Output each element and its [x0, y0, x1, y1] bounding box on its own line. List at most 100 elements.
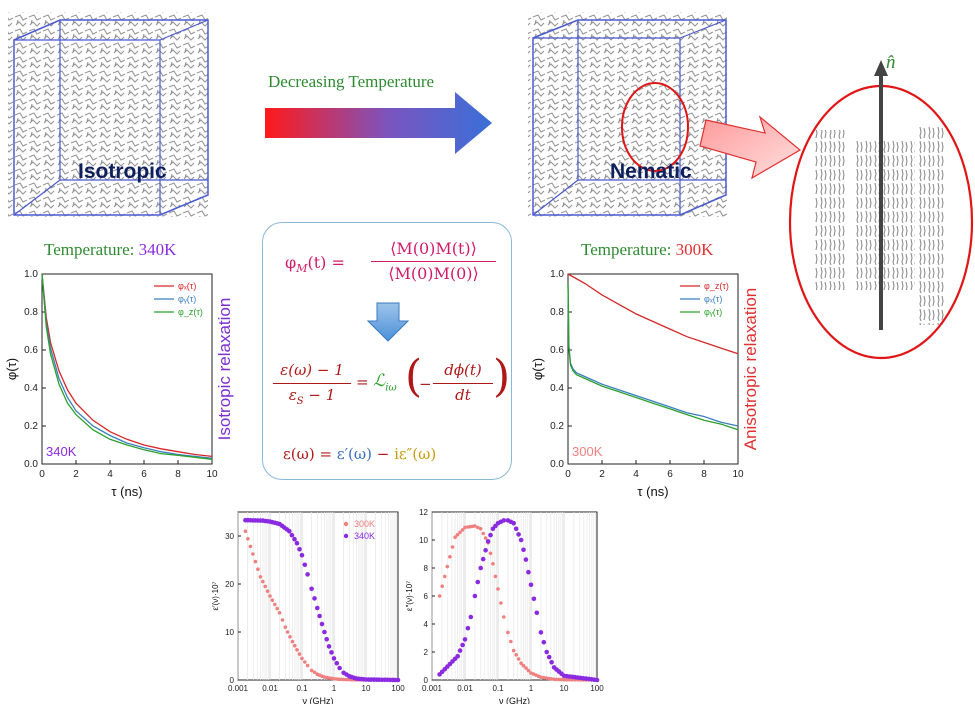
- data-point: [521, 547, 526, 553]
- data-point: [303, 660, 307, 664]
- y-tick-label: 0.2: [24, 421, 38, 432]
- y-tick-label: 6: [424, 592, 429, 601]
- data-point: [485, 539, 491, 544]
- eq3-real: ε′(ω): [336, 445, 372, 463]
- legend-entry: 340K: [354, 531, 375, 541]
- temperature-left: Temperature: 340K: [44, 240, 176, 260]
- data-point: [300, 656, 304, 661]
- legend-marker: [343, 533, 349, 539]
- eq3-minus: −: [371, 445, 395, 463]
- x-tick-label: 6: [141, 469, 147, 480]
- data-point: [559, 677, 564, 682]
- data-point: [280, 618, 285, 622]
- data-point: [502, 615, 506, 619]
- eq2-inner-den: dt: [455, 386, 471, 404]
- data-point: [518, 537, 524, 543]
- complex-permittivity-equation: ε(ω) = ε′(ω) − iε″(ω): [283, 445, 508, 463]
- data-point: [277, 611, 282, 615]
- eq1-numerator: ⟨M(0)M(t)⟩: [390, 239, 477, 258]
- data-point: [458, 530, 462, 535]
- series-line: [41, 273, 213, 458]
- eq2-den: ε: [288, 386, 297, 404]
- series-line: [41, 273, 213, 459]
- data-point: [481, 531, 485, 536]
- y-axis-label: ε′(ν)·10⁷: [211, 581, 220, 610]
- data-point: [258, 518, 263, 523]
- x-tick-label: 0.001: [422, 684, 443, 693]
- data-point: [337, 665, 342, 671]
- eq1-lhs: φ: [285, 253, 297, 272]
- y-tick-label: 0.2: [550, 421, 564, 432]
- y-tick-label: 30: [225, 532, 234, 541]
- data-point: [274, 521, 280, 526]
- data-point: [246, 537, 250, 541]
- data-point: [460, 642, 465, 648]
- eq2-denominator: εS − 1: [273, 386, 351, 407]
- data-point: [289, 532, 295, 538]
- x-tick-label: 0: [39, 469, 45, 480]
- data-point: [329, 676, 334, 681]
- data-point: [331, 656, 337, 661]
- data-point: [265, 589, 270, 593]
- legend-entry: φᵧ(τ): [178, 294, 196, 304]
- data-point: [591, 677, 597, 682]
- y-tick-label: 4: [424, 620, 429, 629]
- eq2-numerator: ε(ω) − 1: [280, 361, 344, 379]
- data-point: [531, 596, 537, 602]
- eq2-equals: =: [356, 373, 369, 391]
- data-point: [265, 519, 270, 524]
- eq1-arg: (t) =: [307, 253, 345, 272]
- data-point: [534, 610, 540, 616]
- data-point: [528, 582, 534, 588]
- data-point: [312, 670, 317, 675]
- x-tick-label: 10: [362, 684, 371, 693]
- data-point: [549, 660, 554, 665]
- zoom-arrow: [699, 115, 802, 180]
- data-point: [509, 639, 513, 644]
- data-point: [468, 614, 474, 620]
- y-tick-label: 2: [424, 648, 429, 657]
- data-point: [326, 644, 332, 649]
- data-point: [508, 519, 514, 525]
- series-line: [41, 273, 213, 460]
- data-point: [270, 598, 275, 602]
- data-point: [445, 564, 450, 569]
- x-tick-label: 8: [175, 469, 181, 480]
- data-point: [457, 648, 463, 653]
- legend-entry: φₓ(τ): [704, 294, 722, 304]
- data-point: [536, 674, 541, 678]
- x-tick-label: 0.01: [457, 684, 473, 693]
- data-point: [475, 579, 481, 585]
- temperature-right-value: 300K: [675, 240, 714, 259]
- data-point: [549, 677, 554, 681]
- y-tick-label: 12: [419, 508, 428, 517]
- y-tick-label: 0.0: [24, 459, 38, 470]
- data-point: [283, 625, 288, 629]
- data-point: [324, 636, 329, 642]
- data-point: [524, 666, 528, 670]
- data-point: [472, 593, 478, 599]
- y-tick-label: 20: [225, 580, 234, 589]
- director-label: n̂: [886, 52, 896, 73]
- data-point: [541, 639, 547, 645]
- nematic-label: Nematic: [610, 160, 692, 183]
- highlight-circle: [621, 82, 689, 172]
- temperature-right-prefix: Temperature:: [581, 240, 672, 259]
- data-point: [295, 648, 299, 652]
- data-point: [288, 635, 292, 639]
- data-point: [393, 677, 398, 683]
- y-tick-label: 0.4: [550, 383, 564, 394]
- data-point: [256, 567, 260, 571]
- y-axis-label: ε″(ν)·10⁷: [405, 581, 414, 611]
- autocorrelation-equation: φM(t) = ⟨M(0)M(t)⟩ ⟨M(0)M(0)⟩: [285, 239, 496, 287]
- data-point: [478, 565, 483, 571]
- data-point: [319, 621, 325, 627]
- data-point: [511, 648, 516, 653]
- data-point: [453, 535, 457, 539]
- nematic-simulation-box: [528, 12, 728, 217]
- eq1-denominator: ⟨M(0)M(0)⟩: [388, 264, 479, 283]
- data-point: [248, 544, 253, 549]
- data-point: [263, 584, 267, 589]
- side-label: Isotropic relaxation: [215, 298, 234, 441]
- eq3-lhs: ε(ω) =: [283, 445, 333, 463]
